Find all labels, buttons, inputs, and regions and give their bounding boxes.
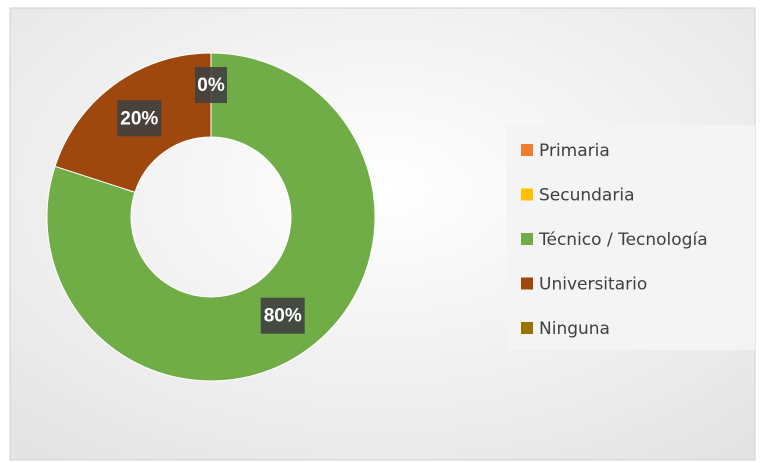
legend-swatch <box>521 144 533 156</box>
legend-swatch <box>521 233 533 245</box>
data-label-box <box>260 297 305 334</box>
legend-swatch <box>521 277 533 290</box>
legend-label: Primaria <box>539 141 610 161</box>
data-label: 20% <box>120 108 158 129</box>
data-label: 80% <box>264 306 302 327</box>
data-label: 0% <box>197 75 225 96</box>
data-label-box <box>117 100 162 137</box>
legend-label: Secundaria <box>539 186 634 206</box>
legend-box <box>507 125 755 350</box>
legend-label: Ninguna <box>539 319 610 339</box>
legend-label: Universitario <box>539 275 647 295</box>
legend-label: Técnico / Tecnología <box>538 230 708 250</box>
data-label-box <box>195 67 227 103</box>
legend-swatch <box>521 188 533 201</box>
legend-swatch <box>521 322 533 334</box>
